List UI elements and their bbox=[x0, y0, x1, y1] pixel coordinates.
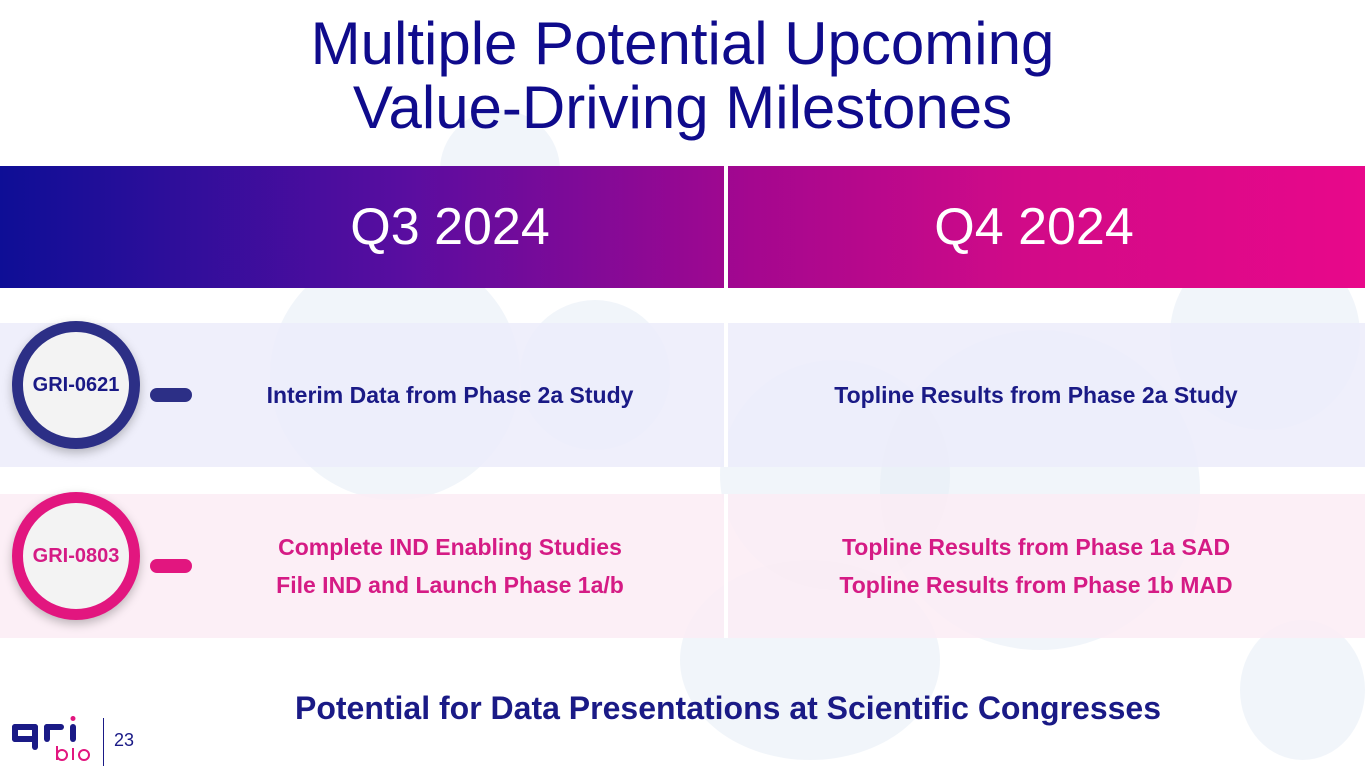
q3-milestone-cell: Complete IND Enabling Studies File IND a… bbox=[180, 494, 720, 638]
row-divider bbox=[724, 494, 728, 638]
milestone-text: Topline Results from Phase 2a Study bbox=[834, 382, 1238, 408]
badge-connector bbox=[150, 559, 192, 573]
header-divider bbox=[724, 166, 728, 288]
title-line-2: Value-Driving Milestones bbox=[352, 74, 1013, 141]
row-divider bbox=[724, 323, 728, 467]
gri-bio-logo: gri bbox=[12, 716, 90, 761]
slide-title: Multiple Potential Upcoming Value-Drivin… bbox=[0, 12, 1365, 140]
milestone-text: File IND and Launch Phase 1a/b bbox=[276, 572, 624, 598]
page-number: 23 bbox=[114, 730, 135, 750]
logo-separator bbox=[103, 718, 104, 766]
q4-header: Q4 2024 bbox=[934, 198, 1134, 256]
program-label: GRI-0621 bbox=[32, 373, 120, 396]
milestone-text: Complete IND Enabling Studies bbox=[278, 534, 622, 560]
milestone-row-gri-0621: Interim Data from Phase 2a Study Topline… bbox=[0, 323, 1365, 467]
quarter-header-band: Q3 2024 Q4 2024 bbox=[0, 166, 1365, 288]
q4-milestone-cell: Topline Results from Phase 1a SAD Toplin… bbox=[728, 494, 1344, 638]
program-badge-gri-0621: GRI-0621 bbox=[12, 321, 140, 449]
program-label: GRI-0803 bbox=[32, 544, 120, 567]
q4-milestone-cell: Topline Results from Phase 2a Study bbox=[728, 323, 1344, 467]
title-line-1: Multiple Potential Upcoming bbox=[310, 10, 1055, 77]
milestone-text: Interim Data from Phase 2a Study bbox=[266, 382, 634, 408]
milestone-text: Topline Results from Phase 1b MAD bbox=[839, 572, 1233, 598]
badge-connector bbox=[150, 388, 192, 402]
program-badge-gri-0803: GRI-0803 bbox=[12, 492, 140, 620]
background-bubble bbox=[1240, 620, 1365, 760]
milestone-row-gri-0803: Complete IND Enabling Studies File IND a… bbox=[0, 494, 1365, 638]
milestone-text: Topline Results from Phase 1a SAD bbox=[841, 534, 1231, 560]
footer-statement: Potential for Data Presentations at Scie… bbox=[294, 690, 1161, 726]
q3-milestone-cell: Interim Data from Phase 2a Study bbox=[180, 323, 720, 467]
q3-header: Q3 2024 bbox=[350, 198, 550, 256]
